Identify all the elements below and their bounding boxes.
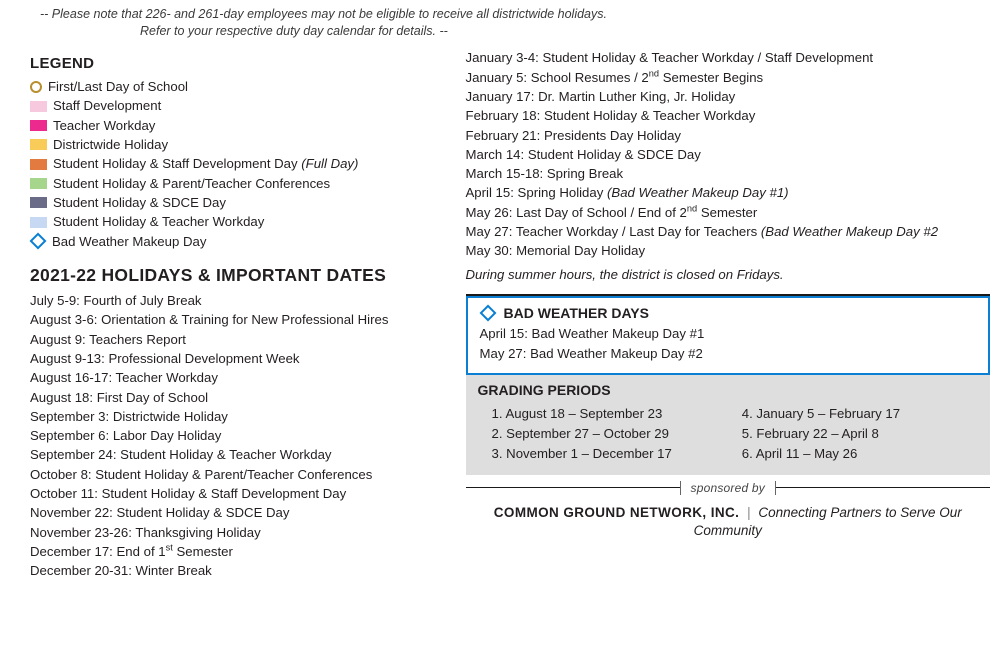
legend-label: Bad Weather Makeup Day xyxy=(52,233,206,251)
legend-item: Teacher Workday xyxy=(30,117,456,135)
grading-period: 3. November 1 – December 17 xyxy=(492,445,728,463)
separator-icon: | xyxy=(747,505,751,520)
swatch-icon xyxy=(30,217,47,228)
eligibility-note-1: -- Please note that 226- and 261-day emp… xyxy=(0,0,1000,23)
sponsor-name: COMMON GROUND NETWORK, INC. xyxy=(494,505,740,520)
date-line: April 15: Spring Holiday (Bad Weather Ma… xyxy=(466,184,990,202)
date-line: May 30: Memorial Day Holiday xyxy=(466,242,990,260)
date-line: January 17: Dr. Martin Luther King, Jr. … xyxy=(466,88,990,106)
date-line: July 5-9: Fourth of July Break xyxy=(30,292,456,310)
legend-item: Bad Weather Makeup Day xyxy=(30,233,456,251)
legend-label: Student Holiday & Parent/Teacher Confere… xyxy=(53,175,330,193)
date-line: September 24: Student Holiday & Teacher … xyxy=(30,446,456,464)
grading-period: 5. February 22 – April 8 xyxy=(742,425,978,443)
legend-label: Districtwide Holiday xyxy=(53,136,168,154)
legend-label: First/Last Day of School xyxy=(48,78,188,96)
grading-right: 4. January 5 – February 17 5. February 22… xyxy=(728,403,978,464)
date-line: August 16-17: Teacher Workday xyxy=(30,369,456,387)
date-line: September 3: Districtwide Holiday xyxy=(30,408,456,426)
legend-item: Staff Development xyxy=(30,97,456,115)
date-line: January 3-4: Student Holiday & Teacher W… xyxy=(466,49,990,67)
date-line: August 9: Teachers Report xyxy=(30,331,456,349)
bwd-line: April 15: Bad Weather Makeup Day #1 xyxy=(480,325,976,343)
eligibility-note-2: Refer to your respective duty day calend… xyxy=(0,23,1000,44)
legend-label: Teacher Workday xyxy=(53,117,155,135)
legend-item: Student Holiday & Staff Development Day … xyxy=(30,155,456,173)
date-line: March 14: Student Holiday & SDCE Day xyxy=(466,146,990,164)
bad-weather-title: BAD WEATHER DAYS xyxy=(504,304,649,323)
legend-label: Student Holiday & Staff Development Day … xyxy=(53,155,358,173)
date-line: January 5: School Resumes / 2nd Semester… xyxy=(466,69,990,87)
grading-left: 1. August 18 – September 23 2. September … xyxy=(478,403,728,464)
bad-weather-lines: April 15: Bad Weather Makeup Day #1 May 2… xyxy=(480,325,976,363)
right-column: January 3-4: Student Holiday & Teacher W… xyxy=(466,44,1000,540)
date-line: May 27: Teacher Workday / Last Day for T… xyxy=(466,223,990,241)
swatch-icon xyxy=(30,159,47,170)
date-line: October 8: Student Holiday & Parent/Teac… xyxy=(30,466,456,484)
date-line: August 9-13: Professional Development We… xyxy=(30,350,456,368)
legend-label: Staff Development xyxy=(53,97,161,115)
date-line: March 15-18: Spring Break xyxy=(466,165,990,183)
left-dates: July 5-9: Fourth of July BreakAugust 3-6… xyxy=(30,292,456,580)
diamond-icon xyxy=(30,233,47,250)
grading-title: GRADING PERIODS xyxy=(478,381,978,400)
legend-item: Districtwide Holiday xyxy=(30,136,456,154)
grading-period: 4. January 5 – February 17 xyxy=(742,405,978,423)
date-line: February 21: Presidents Day Holiday xyxy=(466,127,990,145)
date-line: August 18: First Day of School xyxy=(30,389,456,407)
date-line: November 23-26: Thanksgiving Holiday xyxy=(30,524,456,542)
date-line: December 20-31: Winter Break xyxy=(30,562,456,580)
bad-weather-box: BAD WEATHER DAYS April 15: Bad Weather M… xyxy=(466,296,990,375)
date-line: February 18: Student Holiday & Teacher W… xyxy=(466,107,990,125)
swatch-icon xyxy=(30,139,47,150)
legend-item: First/Last Day of School xyxy=(30,78,456,96)
date-line: August 3-6: Orientation & Training for N… xyxy=(30,311,456,329)
legend-title: LEGEND xyxy=(30,54,456,74)
date-line: May 26: Last Day of School / End of 2nd … xyxy=(466,204,990,222)
grading-period: 2. September 27 – October 29 xyxy=(492,425,728,443)
swatch-icon xyxy=(30,178,47,189)
date-line: September 6: Labor Day Holiday xyxy=(30,427,456,445)
date-line: December 17: End of 1st Semester xyxy=(30,543,456,561)
left-column: LEGEND First/Last Day of SchoolStaff Dev… xyxy=(0,44,466,582)
legend-item: Student Holiday & Parent/Teacher Confere… xyxy=(30,175,456,193)
date-line: November 22: Student Holiday & SDCE Day xyxy=(30,504,456,522)
swatch-icon xyxy=(30,197,47,208)
date-line: October 11: Student Holiday & Staff Deve… xyxy=(30,485,456,503)
right-dates: January 3-4: Student Holiday & Teacher W… xyxy=(466,49,990,260)
bwd-line: May 27: Bad Weather Makeup Day #2 xyxy=(480,345,976,363)
circle-icon xyxy=(30,81,42,93)
legend-list: First/Last Day of SchoolStaff Developmen… xyxy=(30,78,456,250)
legend-item: Student Holiday & Teacher Workday xyxy=(30,213,456,231)
summer-note: During summer hours, the district is clo… xyxy=(466,266,990,284)
grading-box: GRADING PERIODS 1. August 18 – September… xyxy=(466,375,990,475)
swatch-icon xyxy=(30,101,47,112)
legend-item: Student Holiday & SDCE Day xyxy=(30,194,456,212)
legend-label: Student Holiday & Teacher Workday xyxy=(53,213,264,231)
grading-period: 1. August 18 – September 23 xyxy=(492,405,728,423)
grading-period: 6. April 11 – May 26 xyxy=(742,445,978,463)
legend-label: Student Holiday & SDCE Day xyxy=(53,194,226,212)
sponsor-label: sponsored by xyxy=(680,481,776,495)
diamond-icon xyxy=(479,305,496,322)
holidays-title: 2021-22 HOLIDAYS & IMPORTANT DATES xyxy=(30,264,456,288)
sponsor-block: sponsored by COMMON GROUND NETWORK, INC.… xyxy=(466,487,990,540)
swatch-icon xyxy=(30,120,47,131)
